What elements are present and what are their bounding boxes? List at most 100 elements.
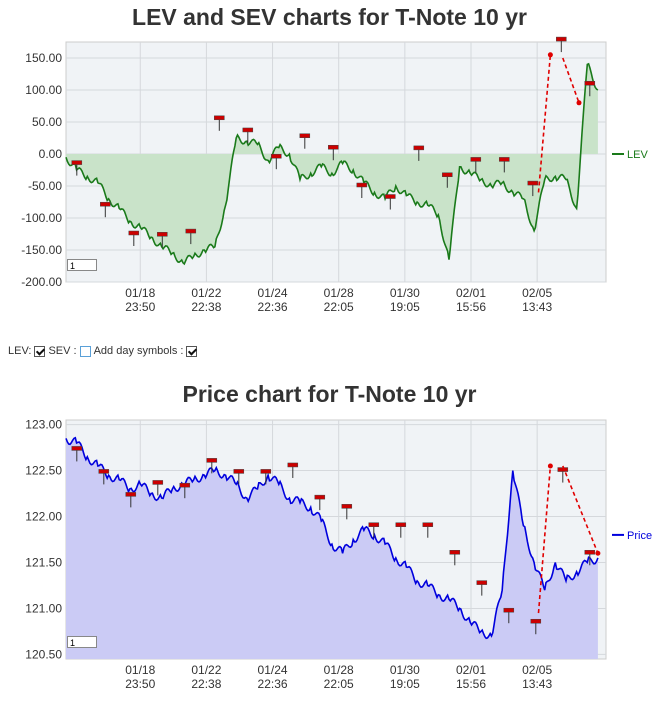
- trend-arrow-head: [547, 52, 553, 58]
- day-symbol-flag: [503, 607, 515, 613]
- y-tick-label: 100.00: [25, 83, 62, 97]
- chart-options-bar: LEV: SEV : Add day symbols :: [8, 345, 198, 357]
- legend-label: Price: [627, 530, 652, 542]
- day-symbol-flag: [584, 80, 596, 86]
- day-symbol-flag: [152, 480, 164, 485]
- trend-arrow-head: [576, 100, 582, 106]
- day-symbol-flag: [368, 522, 380, 527]
- top-chart-title: LEV and SEV charts for T-Note 10 yr: [132, 4, 527, 30]
- day-symbols-checkbox[interactable]: [186, 345, 198, 357]
- x-tick-date: 02/05: [522, 286, 552, 300]
- legend-label: LEV: [627, 149, 648, 161]
- y-tick-label: 50.00: [32, 115, 62, 129]
- day-symbol-flag: [128, 230, 140, 236]
- y-tick-label: -50.00: [28, 179, 62, 193]
- day-symbol-flag: [125, 492, 137, 497]
- lev-sev-chart: 150.00 100.00 50.00 0.00 -50.00 -100.00 -150.0…: [21, 36, 648, 314]
- day-symbol-flag: [395, 522, 407, 527]
- series-area-fill: [66, 437, 598, 659]
- x-tick-time: 23:50: [125, 300, 155, 314]
- y-tick-label: 122.50: [25, 464, 62, 478]
- x-tick-date: 01/30: [390, 286, 420, 300]
- day-symbol-flag: [470, 157, 482, 162]
- x-tick-time: 15:56: [456, 677, 486, 691]
- x-tick-date: 02/01: [456, 286, 486, 300]
- day-symbol-flag: [385, 194, 396, 199]
- x-tick-date: 01/18: [125, 286, 155, 300]
- x-tick-date: 01/28: [324, 663, 354, 677]
- x-tick-time: 23:50: [125, 677, 155, 691]
- y-tick-label: -150.00: [21, 243, 62, 257]
- day-symbol-flag: [185, 228, 197, 234]
- day-symbol-flag: [341, 504, 353, 509]
- x-tick-time: 13:43: [522, 300, 552, 314]
- trend-arrow: [537, 465, 552, 614]
- trend-arrow: [562, 465, 599, 554]
- day-symbol-flag: [328, 144, 339, 150]
- y-tick-label: 122.00: [25, 510, 62, 524]
- top-zoom-input[interactable]: 1: [67, 259, 97, 271]
- day-symbols-label: Add day symbols :: [93, 345, 184, 357]
- day-symbol-flag: [413, 145, 425, 151]
- x-tick-time: 22:05: [324, 300, 354, 314]
- day-symbol-flag: [233, 469, 245, 474]
- day-symbol-flag: [287, 462, 299, 468]
- day-symbol-flag: [314, 494, 326, 500]
- x-tick-time: 22:38: [191, 677, 221, 691]
- x-tick-date: 01/18: [125, 663, 155, 677]
- day-symbol-flag: [179, 482, 191, 488]
- day-symbol-flag: [556, 36, 567, 42]
- x-tick-date: 01/28: [324, 286, 354, 300]
- y-tick-label: 121.50: [25, 555, 62, 569]
- day-symbol-flag: [584, 550, 596, 555]
- sev-checkbox[interactable]: [79, 345, 91, 357]
- trend-arrow: [537, 54, 552, 193]
- y-tick-label: 120.50: [25, 647, 62, 661]
- day-symbol-flag: [71, 160, 83, 165]
- y-tick-label: 121.00: [25, 601, 62, 615]
- x-tick-time: 22:38: [191, 300, 221, 314]
- lev-checkbox[interactable]: [34, 345, 46, 357]
- x-tick-time: 15:56: [456, 300, 486, 314]
- x-tick-time: 22:05: [324, 677, 354, 691]
- lev-label: LEV:: [8, 345, 32, 357]
- bottom-chart-title: Price chart for T-Note 10 yr: [182, 381, 477, 407]
- y-tick-label: -200.00: [21, 275, 62, 289]
- series-area-fill: [66, 63, 598, 264]
- bottom-zoom-input[interactable]: 1: [67, 636, 97, 648]
- x-tick-date: 01/30: [390, 663, 420, 677]
- day-symbol-flag: [271, 153, 282, 159]
- y-tick-label: 0.00: [39, 147, 63, 161]
- trend-arrow: [562, 57, 580, 104]
- day-symbol-flag: [449, 550, 461, 555]
- y-tick-label: 123.00: [25, 418, 62, 432]
- series-line: [65, 436, 599, 640]
- day-symbol-flag: [71, 446, 83, 451]
- x-tick-date: 01/22: [191, 663, 221, 677]
- day-symbol-flag: [356, 182, 368, 188]
- trend-arrow-head: [547, 463, 553, 469]
- day-symbol-flag: [260, 469, 272, 474]
- y-tick-label: 150.00: [25, 51, 62, 65]
- sev-label: SEV :: [48, 345, 77, 357]
- day-symbol-flag: [442, 172, 453, 178]
- day-symbol-flag: [242, 127, 254, 133]
- x-tick-time: 19:05: [390, 300, 420, 314]
- day-symbol-flag: [527, 180, 539, 186]
- day-symbol-flag: [476, 580, 488, 585]
- y-tick-label: -100.00: [21, 211, 62, 225]
- x-tick-date: 01/24: [258, 663, 288, 677]
- day-symbol-flag: [157, 232, 168, 237]
- day-symbol-flag: [100, 201, 111, 207]
- day-symbol-flag: [422, 522, 434, 527]
- day-symbol-flag: [214, 115, 225, 121]
- x-tick-date: 01/24: [258, 286, 288, 300]
- x-tick-time: 22:36: [258, 300, 288, 314]
- x-tick-date: 02/01: [456, 663, 486, 677]
- day-symbol-flag: [557, 467, 569, 472]
- x-tick-date: 02/05: [522, 663, 552, 677]
- trend-arrow-head: [595, 550, 601, 556]
- x-tick-time: 13:43: [522, 677, 552, 691]
- day-symbol-flag: [530, 618, 542, 624]
